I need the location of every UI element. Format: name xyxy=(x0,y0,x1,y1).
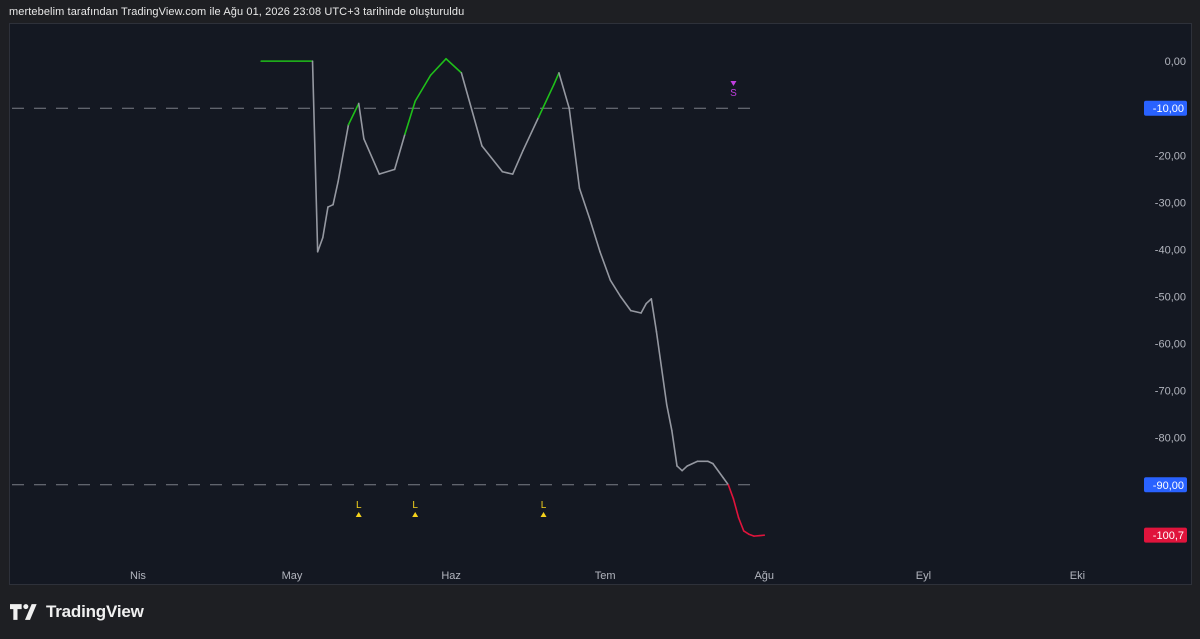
series-segment xyxy=(727,484,735,500)
series-segment xyxy=(393,133,406,171)
series-segment xyxy=(347,102,360,126)
series-segment xyxy=(481,145,504,173)
signal-short-3[interactable]: S xyxy=(730,81,737,99)
signal-arrow-up-icon xyxy=(540,512,547,517)
x-tick-label: Nis xyxy=(130,570,146,582)
signal-arrow-up-icon xyxy=(355,512,362,517)
levels-layer xyxy=(12,107,755,486)
signal-arrow-up-icon xyxy=(412,512,419,517)
series-segment xyxy=(414,74,432,102)
level-badge-1[interactable]: -90,00 xyxy=(1144,477,1187,493)
x-axis: Nis May Haz Tem Ağu Eyl Eki xyxy=(130,570,1085,582)
series-segment xyxy=(404,100,417,135)
tradingview-logo-icon xyxy=(10,604,37,620)
series-segment xyxy=(537,83,555,119)
signal-arrow-down-icon xyxy=(730,81,737,86)
level-badge-0-bg xyxy=(1144,100,1187,116)
series-segment xyxy=(640,302,648,314)
series-segment xyxy=(609,279,622,298)
y-tick-label: -70,00 xyxy=(1155,386,1186,398)
series-segment xyxy=(578,187,591,220)
series-segment xyxy=(327,203,334,208)
series-segment xyxy=(722,476,730,486)
series-segment xyxy=(445,57,463,74)
series-segment xyxy=(588,218,601,253)
series-segment xyxy=(629,309,642,314)
series-segment xyxy=(681,465,689,472)
series-segment xyxy=(378,168,396,175)
tradingview-logo[interactable]: TradingView xyxy=(10,602,144,622)
series-segment xyxy=(321,206,329,239)
last-price-badge-bg xyxy=(1144,527,1187,543)
series-segment xyxy=(655,331,668,406)
level-badge-0-text: -10,00 xyxy=(1153,103,1184,115)
series-segment xyxy=(511,149,524,175)
series-segment xyxy=(558,72,571,109)
x-tick-label: May xyxy=(282,570,303,582)
signal-label: L xyxy=(412,500,418,511)
series-segment xyxy=(742,530,750,536)
series-segment xyxy=(332,180,340,206)
series-segment xyxy=(737,516,745,532)
y-tick-label: -80,00 xyxy=(1155,433,1186,445)
x-tick-label: Tem xyxy=(595,570,616,582)
y-tick-label: 0,00 xyxy=(1165,56,1186,68)
level-badge-1-bg xyxy=(1144,477,1187,493)
series-segment xyxy=(501,170,514,175)
series-segment xyxy=(676,465,683,472)
last-price-badge[interactable]: -100,7 xyxy=(1144,527,1187,543)
series-segment xyxy=(665,403,673,432)
last-price-badge-text: -100,7 xyxy=(1153,530,1184,542)
series-segment xyxy=(732,498,740,519)
signal-label: S xyxy=(730,88,737,99)
x-tick-label: Ağu xyxy=(754,570,774,582)
series-segment xyxy=(363,137,381,175)
series-segment xyxy=(599,250,612,281)
series-segment xyxy=(429,57,447,77)
series-segment xyxy=(686,460,699,467)
series-segment xyxy=(568,107,581,190)
series-segment xyxy=(645,298,653,305)
series-segment xyxy=(748,533,755,537)
x-tick-label: Eyl xyxy=(916,570,931,582)
x-tick-label: Haz xyxy=(441,570,461,582)
y-tick-label: -30,00 xyxy=(1155,197,1186,209)
signal-long-2[interactable]: L xyxy=(540,500,547,517)
y-axis: 0,00 -20,00 -30,00 -40,00 -50,00 -60,00 -70,00… xyxy=(1144,56,1187,543)
signal-label: L xyxy=(541,500,547,511)
signals-layer: L L L S xyxy=(355,81,737,517)
series-segment xyxy=(552,72,560,86)
series-segment xyxy=(712,462,725,479)
series-segment xyxy=(311,60,319,253)
signal-long-1[interactable]: L xyxy=(412,500,418,517)
y-tick-label: -60,00 xyxy=(1155,339,1186,351)
series-segment xyxy=(337,123,350,182)
series-segment xyxy=(671,429,678,467)
chart-pane[interactable] xyxy=(9,23,1192,585)
signal-label: L xyxy=(356,500,362,511)
signal-long-0[interactable]: L xyxy=(355,500,362,517)
y-tick-label: -40,00 xyxy=(1155,244,1186,256)
series-segment xyxy=(522,116,540,152)
y-tick-label: -20,00 xyxy=(1155,150,1186,162)
level-badge-0[interactable]: -10,00 xyxy=(1144,100,1187,116)
series-segment xyxy=(357,102,365,140)
level-badge-1-text: -90,00 xyxy=(1153,480,1184,492)
tradingview-brand: TradingView xyxy=(46,602,144,621)
series-segment xyxy=(460,72,483,147)
series-segment xyxy=(316,236,324,253)
x-tick-label: Eki xyxy=(1070,570,1085,582)
y-tick-label: -50,00 xyxy=(1155,292,1186,304)
series-segment xyxy=(706,460,714,465)
series-segment xyxy=(650,298,658,333)
chart-caption: mertebelim tarafından TradingView.com il… xyxy=(9,6,465,18)
series-segment xyxy=(619,295,632,312)
line-layer xyxy=(260,57,766,537)
